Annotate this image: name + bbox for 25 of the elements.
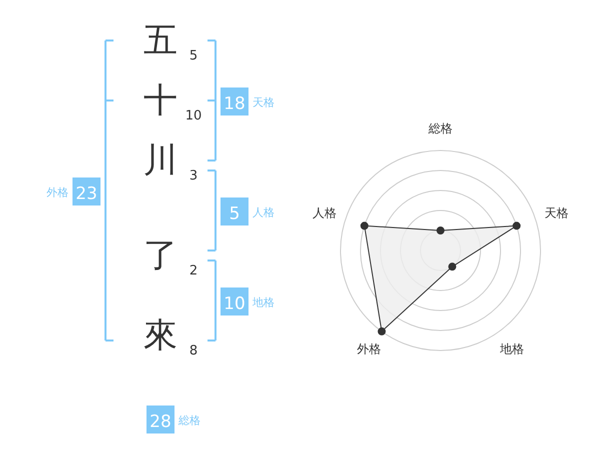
- spoke-label: 人格: [312, 206, 336, 220]
- category-label: 來: [144, 316, 178, 356]
- text: 総格: [178, 414, 200, 427]
- spoke-label: 外格: [356, 342, 381, 356]
- text: 5: [229, 204, 240, 224]
- spoke-label: 天格: [544, 206, 569, 220]
- category-label: 了: [144, 236, 178, 276]
- category-label: 十: [144, 80, 178, 120]
- text: 10: [224, 294, 246, 314]
- category-label: 川: [144, 140, 178, 180]
- spoke-label: 地格: [499, 342, 524, 356]
- text: 3: [189, 168, 198, 184]
- spoke-label: 総格: [428, 122, 452, 136]
- category-label: 五: [144, 20, 178, 60]
- text: 10: [185, 108, 202, 124]
- text: 人格: [252, 206, 274, 219]
- text: 18: [224, 94, 246, 114]
- text: 地格: [252, 296, 274, 309]
- text: 2: [189, 264, 198, 278]
- text: 8: [189, 344, 198, 358]
- text: 外格: [46, 186, 68, 199]
- text: 5: [189, 48, 198, 64]
- text: 28: [150, 412, 172, 432]
- text: 天格: [252, 96, 274, 109]
- text: 23: [76, 184, 98, 204]
